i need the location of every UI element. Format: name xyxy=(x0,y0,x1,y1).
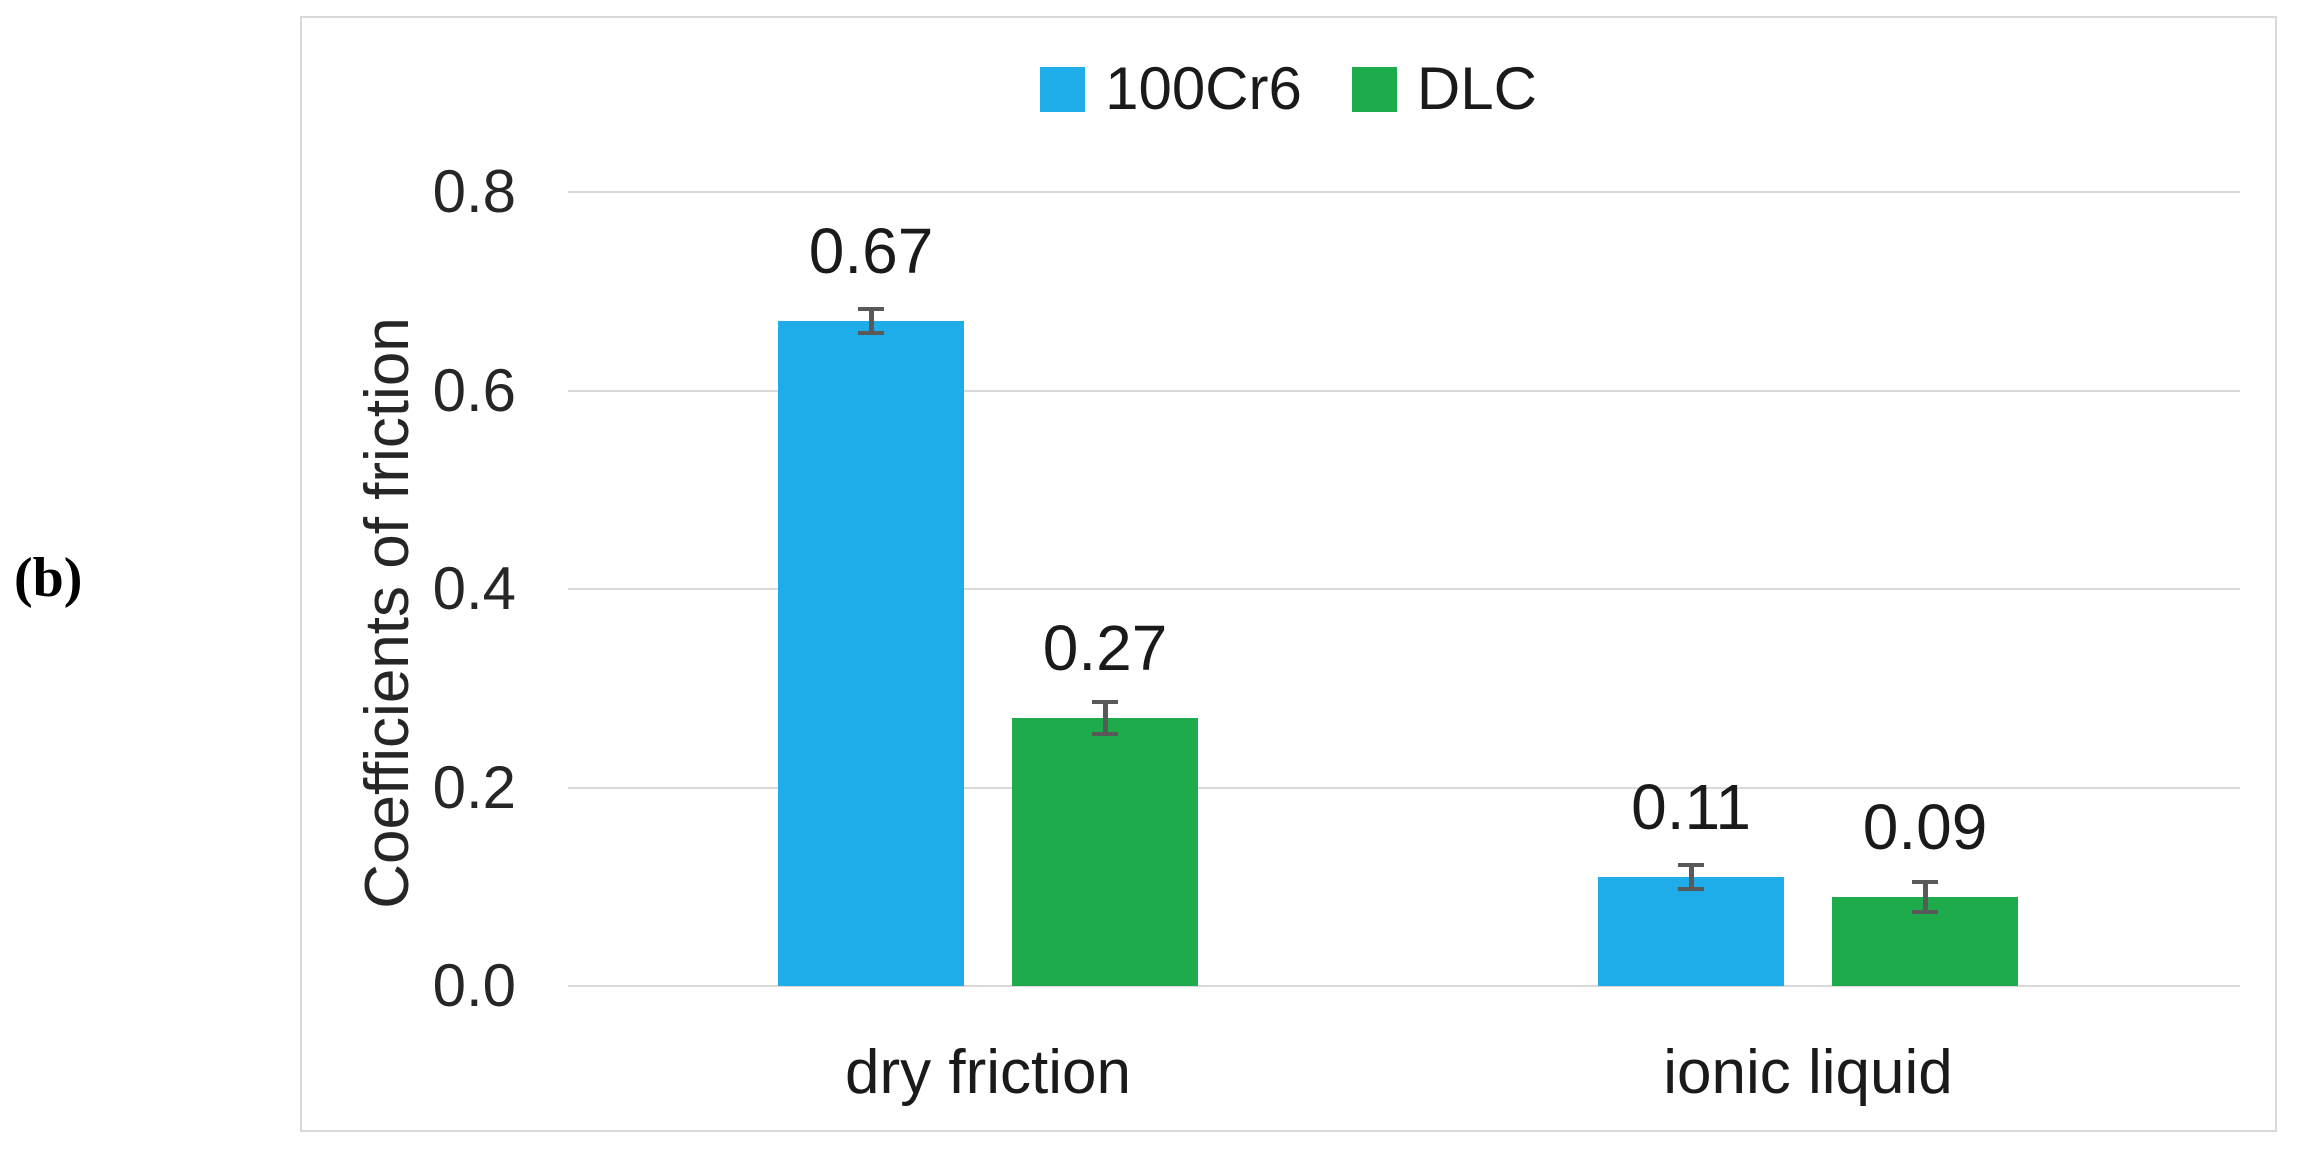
legend-label: DLC xyxy=(1416,55,1537,122)
error-bar-cap-bottom xyxy=(1678,886,1704,891)
gridline xyxy=(568,786,2240,789)
y-tick-label: 0.6 xyxy=(432,356,516,424)
error-bar xyxy=(868,309,874,333)
y-tick-label: 0.2 xyxy=(432,753,516,821)
bar-value-label: 0.11 xyxy=(1631,770,1751,843)
bar-DLC-dry-friction xyxy=(1012,718,1198,986)
y-tick-label: 0.4 xyxy=(432,555,516,622)
gridline xyxy=(568,191,2240,193)
legend-item-DLC: DLC xyxy=(1351,55,1537,122)
y-tick-label: 0.0 xyxy=(432,952,516,1019)
bar-value-label: 0.09 xyxy=(1862,790,1988,863)
legend-label: 100Cr6 xyxy=(1105,55,1302,122)
error-bar-cap-top xyxy=(1678,862,1704,867)
gridline xyxy=(568,389,2240,392)
error-bar-cap-top xyxy=(1912,879,1938,884)
error-bar-cap-bottom xyxy=(1912,909,1938,914)
bar-100Cr6-ionic-liquid xyxy=(1598,876,1784,986)
legend-swatch-icon xyxy=(1040,66,1086,112)
gridline xyxy=(568,588,2240,590)
error-bar-cap-bottom xyxy=(858,330,884,335)
x-category-label: dry friction xyxy=(845,1038,1131,1107)
bar-100Cr6-dry-friction xyxy=(778,321,964,986)
legend-swatch-icon xyxy=(1351,66,1397,112)
error-bar-cap-top xyxy=(1092,700,1118,705)
legend-item-100Cr6: 100Cr6 xyxy=(1040,57,1302,121)
bar-value-label: 0.27 xyxy=(1042,612,1168,685)
error-bar xyxy=(1922,881,1928,912)
panel-label: (b) xyxy=(14,547,83,609)
error-bar-cap-top xyxy=(858,307,884,312)
y-tick-label: 0.8 xyxy=(432,158,516,225)
error-bar xyxy=(1102,702,1108,734)
error-bar-cap-bottom xyxy=(1092,731,1118,736)
x-category-label: ionic liquid xyxy=(1663,1038,1953,1107)
chart-legend: 100Cr6 DLC xyxy=(300,56,2277,122)
bar-value-label: 0.67 xyxy=(808,215,934,288)
error-bar xyxy=(1688,864,1694,889)
gridline xyxy=(568,985,2240,987)
